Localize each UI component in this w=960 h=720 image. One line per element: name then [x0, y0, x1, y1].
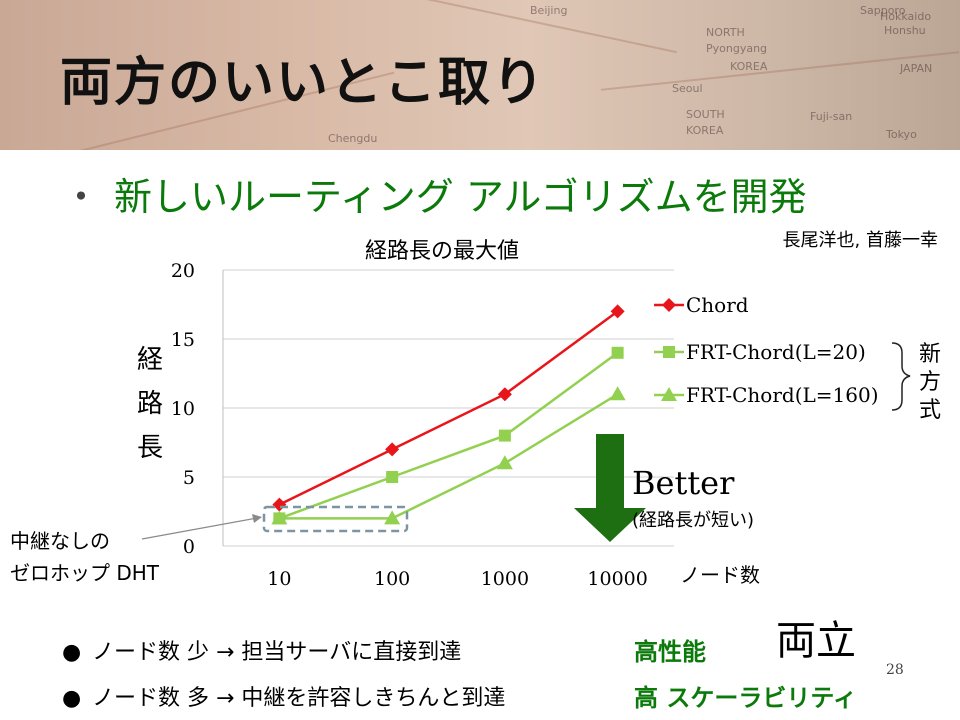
legend-label: FRT-Chord(L=160)	[686, 383, 879, 407]
data-point	[609, 386, 626, 401]
map-word: Hokkaido	[880, 10, 932, 23]
slide-subtitle: ・新しいルーティング アルゴリズムを開発	[62, 166, 807, 221]
bottom-bullet-1-text: ノード数 少 → 担当サーバに直接到達	[92, 640, 462, 665]
data-point	[386, 471, 399, 483]
data-point	[610, 304, 625, 319]
chart-legend: Chord FRT-Chord(L=20) FRT-Chord(L=160)	[654, 293, 879, 407]
header-banner: Beijing NORTH Pyongyang KOREA Seoul SOUT…	[0, 0, 960, 150]
subtitle-bullet: ・	[62, 175, 101, 219]
y-tick-label: 0	[183, 536, 195, 558]
new-method-label: 新方式	[919, 342, 941, 423]
series-line	[279, 393, 619, 520]
data-point	[498, 429, 511, 442]
zero-hop-label-line1: 中継なしの	[10, 529, 110, 553]
legend-marker	[661, 387, 677, 401]
map-word: Honshu	[884, 24, 926, 37]
bottom-bullet-1: ● ノード数 少 → 担当サーバに直接到達	[62, 634, 461, 666]
bullet-dot: ●	[62, 640, 82, 665]
result-performance: 高性能	[634, 638, 706, 666]
subtitle-text: 新しいルーティング アルゴリズムを開発	[114, 175, 807, 219]
data-point	[271, 510, 288, 525]
map-word: Tokyo	[886, 128, 917, 141]
data-point	[385, 442, 400, 457]
series-line	[278, 310, 619, 506]
better-note: (経路長が短い)	[632, 510, 754, 531]
y-axis-label: 経路長	[137, 345, 163, 463]
bottom-bullet-2-text: ノード数 多 → 中継を許容しきちんと到達	[92, 686, 506, 711]
new-method-brace	[891, 342, 911, 411]
map-word: KOREA	[686, 124, 724, 137]
chart-title: 経路長の最大値	[365, 239, 519, 264]
legend-label: Chord	[686, 293, 749, 317]
y-axis-label-char: 経	[137, 345, 163, 375]
data-point	[384, 510, 401, 525]
better-label: Better	[632, 464, 735, 502]
new-method-char: 新	[919, 342, 941, 367]
zero-hop-label-line2: ゼロホップ DHT	[10, 561, 160, 585]
authors: 長尾洋也, 首藤一幸	[782, 230, 938, 251]
y-tick-label: 20	[171, 260, 195, 282]
data-point	[496, 455, 513, 470]
y-tick-label: 10	[171, 398, 195, 420]
bullet-dot: ●	[62, 686, 82, 711]
zero-hop-pointer-head	[252, 514, 262, 523]
legend-marker	[663, 346, 675, 358]
map-word: Fuji-san	[810, 110, 853, 123]
y-axis-label-char: 長	[137, 433, 163, 463]
result-scalability: 高 スケーラビリティ	[634, 684, 857, 712]
page-number: 28	[886, 662, 904, 678]
data-point	[497, 387, 512, 402]
x-axis-label: ノード数	[680, 563, 760, 587]
bottom-bullet-2: ● ノード数 多 → 中継を許容しきちんと到達	[62, 680, 505, 712]
data-point	[272, 497, 287, 512]
zero-hop-pointer	[141, 517, 258, 540]
x-tick-label: 100	[374, 568, 410, 590]
map-word: NORTH	[706, 26, 745, 39]
x-tick-labels: 10 100 1000 10000	[267, 568, 648, 590]
map-word: JAPAN	[900, 62, 933, 75]
legend-label: FRT-Chord(L=20)	[686, 340, 866, 364]
legend-marker	[662, 298, 676, 312]
y-axis-label-char: 路	[137, 389, 163, 419]
map-word: Chengdu	[328, 132, 378, 145]
chart-series	[271, 304, 626, 525]
new-method-char: 方	[919, 370, 941, 395]
map-word: SOUTH	[686, 108, 725, 121]
y-tick-label: 5	[183, 467, 195, 489]
map-word: Sapporo	[860, 4, 906, 17]
map-word: Seoul	[672, 82, 703, 95]
y-tick-labels: 0 5 10 15 20	[171, 260, 195, 558]
x-tick-label: 10000	[587, 568, 647, 590]
x-tick-label: 1000	[481, 568, 529, 590]
y-tick-label: 15	[171, 329, 195, 351]
data-point	[611, 346, 624, 359]
map-word: Pyongyang	[706, 42, 768, 55]
map-word: Beijing	[530, 4, 568, 17]
x-tick-label: 10	[267, 568, 291, 590]
zero-hop-highlight	[262, 505, 409, 533]
series-line	[278, 351, 619, 520]
slide-title: 両方のいいとこ取り	[60, 53, 547, 113]
map-word: KOREA	[730, 60, 768, 73]
better-arrow	[574, 434, 646, 542]
both-achieved-label: 両立	[776, 618, 856, 664]
new-method-char: 式	[919, 398, 941, 423]
